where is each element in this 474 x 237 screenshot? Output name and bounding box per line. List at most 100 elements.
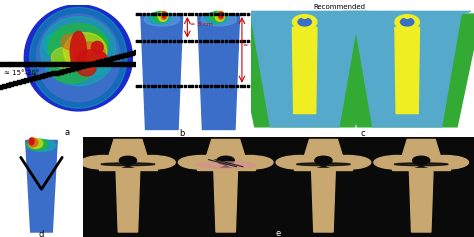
Polygon shape [395, 27, 419, 114]
Point [222, 12, 230, 16]
Polygon shape [141, 14, 182, 129]
Polygon shape [109, 139, 147, 157]
Point [42, 62, 49, 66]
Ellipse shape [323, 155, 371, 169]
Point [87, 62, 95, 66]
Ellipse shape [70, 31, 86, 71]
Point [53, 62, 61, 66]
Point [0, 84, 8, 88]
Point [245, 84, 252, 88]
Point [83, 63, 91, 67]
Point [94, 60, 102, 64]
Point [132, 50, 140, 54]
Ellipse shape [64, 33, 107, 70]
Point [237, 84, 245, 88]
Point [0, 62, 8, 66]
Ellipse shape [226, 155, 273, 169]
Point [125, 52, 132, 56]
Point [136, 49, 144, 53]
Polygon shape [231, 14, 378, 127]
Point [38, 62, 46, 66]
Point [189, 39, 196, 42]
Point [106, 57, 113, 61]
Point [170, 39, 178, 42]
Ellipse shape [81, 155, 128, 169]
Point [87, 62, 95, 66]
Point [34, 75, 42, 79]
Point [80, 64, 87, 68]
Point [126, 84, 133, 88]
Text: ≈ 15°-20°: ≈ 15°-20° [4, 70, 39, 76]
Polygon shape [402, 139, 440, 157]
Point [23, 62, 30, 66]
Ellipse shape [77, 61, 96, 76]
Circle shape [401, 18, 414, 26]
Point [140, 84, 148, 88]
Point [11, 81, 19, 85]
Point [219, 39, 226, 42]
Point [159, 39, 166, 42]
Point [215, 12, 222, 16]
Point [252, 12, 259, 16]
Point [203, 84, 211, 88]
Point [46, 73, 53, 76]
Point [222, 39, 230, 42]
Point [237, 12, 245, 16]
Point [163, 12, 170, 16]
Point [196, 84, 204, 88]
Ellipse shape [27, 139, 47, 150]
Ellipse shape [215, 12, 225, 21]
Ellipse shape [29, 138, 34, 145]
Polygon shape [353, 14, 461, 127]
Ellipse shape [315, 156, 332, 164]
Polygon shape [197, 168, 255, 170]
Point [211, 39, 219, 42]
Point [203, 12, 211, 16]
Circle shape [395, 15, 419, 29]
Point [83, 62, 91, 66]
Text: b: b [179, 129, 184, 138]
Point [170, 12, 178, 16]
Point [94, 62, 102, 66]
Point [76, 65, 83, 69]
Ellipse shape [205, 12, 228, 24]
Point [211, 12, 219, 16]
Point [237, 39, 245, 42]
Ellipse shape [178, 155, 226, 169]
Point [166, 12, 174, 16]
Point [192, 12, 200, 16]
Point [215, 39, 222, 42]
Point [152, 84, 159, 88]
Ellipse shape [49, 23, 108, 71]
Ellipse shape [30, 7, 127, 108]
Point [117, 62, 125, 66]
Ellipse shape [412, 156, 430, 164]
Point [140, 12, 148, 16]
Point [98, 59, 106, 63]
Point [233, 39, 241, 42]
Point [109, 62, 117, 66]
Point [129, 84, 137, 88]
Ellipse shape [158, 12, 168, 21]
Point [152, 39, 159, 42]
Point [76, 62, 83, 66]
Point [126, 12, 133, 16]
Ellipse shape [91, 41, 103, 53]
Point [102, 62, 109, 66]
Point [0, 62, 4, 66]
Ellipse shape [219, 13, 223, 18]
Point [4, 62, 11, 66]
Point [181, 84, 189, 88]
Point [226, 12, 233, 16]
Ellipse shape [81, 34, 108, 55]
Point [57, 70, 64, 73]
Point [64, 68, 72, 72]
Point [11, 62, 19, 66]
Point [166, 84, 174, 88]
Polygon shape [206, 139, 245, 157]
Point [136, 62, 144, 66]
Circle shape [302, 108, 307, 111]
Ellipse shape [374, 155, 421, 169]
Point [144, 84, 152, 88]
Point [185, 12, 192, 16]
